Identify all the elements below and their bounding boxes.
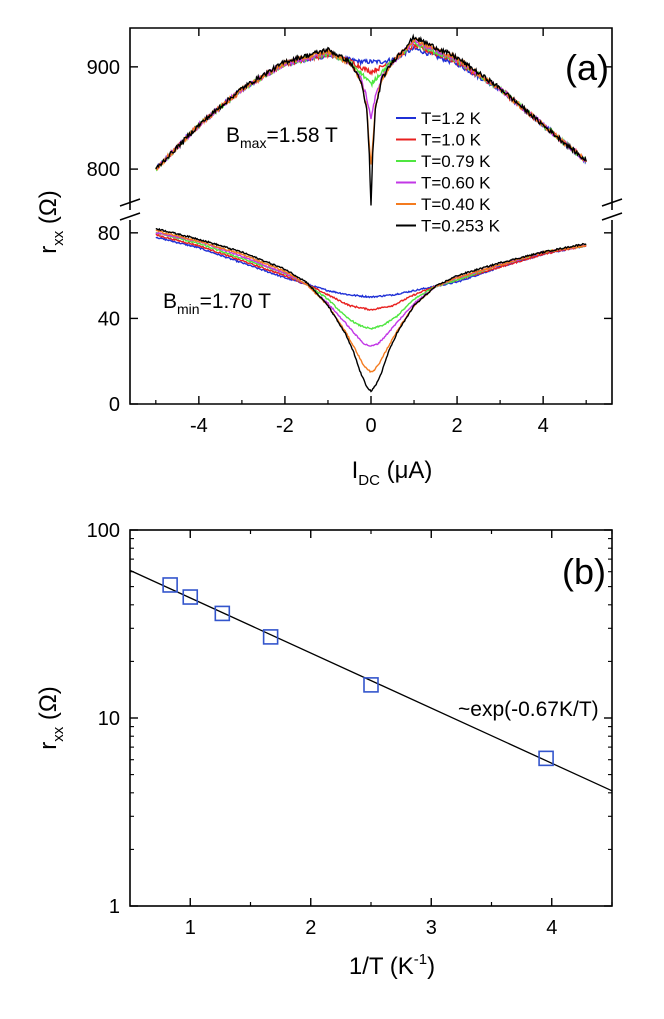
series-lower-0 — [155, 236, 587, 299]
y-tick-label: 100 — [87, 520, 120, 542]
panel-b-y-axis-label: rxx (Ω) — [35, 686, 67, 750]
series-upper-4 — [155, 37, 587, 171]
x-tick-label: 1 — [185, 917, 196, 939]
legend-entry: T=0.60 K — [421, 174, 491, 193]
data-point — [182, 589, 199, 605]
legend-entry: T=0.79 K — [421, 152, 491, 171]
fit-line — [129, 569, 613, 792]
x-tick-label: 2 — [305, 917, 316, 939]
x-tick-label: -2 — [276, 415, 294, 437]
series-lower-5 — [155, 227, 587, 393]
y-tick-label: 10 — [98, 708, 120, 730]
fit-annotation: ~exp(-0.67K/T) — [458, 698, 599, 721]
svg-text:rxx (Ω): rxx (Ω) — [35, 190, 67, 254]
panel-a-curves — [155, 33, 587, 393]
panel-a-x-axis-label: IDC (μA) — [352, 457, 433, 489]
panel-a-legend: T=1.2 K T=1.0 K T=0.79 K T=0.60 K T=0.40 K T=… — [396, 109, 501, 236]
y-tick-label: 900 — [87, 57, 120, 79]
legend-entry: T=0.253 K — [421, 217, 501, 236]
axis-break-left — [119, 198, 141, 221]
panel-b-plot — [129, 569, 613, 792]
bmin-annotation: Bmin=1.70 T — [163, 290, 271, 317]
x-tick-label: 3 — [426, 917, 437, 939]
data-point — [538, 750, 554, 767]
y-tick-label: 40 — [98, 308, 120, 330]
panel-b-label: (b) — [562, 551, 606, 592]
legend-entry: T=1.2 K — [421, 109, 482, 128]
legend-entry: T=0.40 K — [421, 195, 491, 214]
x-tick-label: 4 — [546, 917, 557, 939]
series-upper-5 — [155, 33, 587, 206]
bmax-annotation: Bmax=1.58 T — [226, 124, 338, 151]
data-point — [262, 629, 279, 645]
data-point — [162, 577, 178, 593]
panel-a-y-axis-label: rxx (Ω) — [35, 190, 67, 254]
legend-entry: T=1.0 K — [421, 131, 482, 150]
axis-break-right — [601, 198, 623, 221]
x-tick-label: -4 — [190, 415, 208, 437]
y-tick-label: 80 — [98, 223, 120, 245]
panel-a-label: (a) — [565, 47, 609, 88]
data-point — [363, 677, 379, 693]
series-lower-4 — [155, 229, 587, 374]
panel-b: 1 2 3 4 1 10 100 (b) rxx (Ω) 1/T (K-1) ~exp(-0… — [35, 520, 613, 980]
y-tick-label: 1 — [109, 896, 120, 918]
y-tick-label: 0 — [109, 394, 120, 416]
x-tick-label: 4 — [538, 415, 549, 437]
panel-b-x-axis-label: 1/T (K-1) — [349, 951, 435, 980]
x-tick-label: 2 — [452, 415, 463, 437]
panel-b-ticks: 1 2 3 4 1 10 100 — [87, 520, 613, 939]
x-tick-label: 0 — [365, 415, 376, 437]
series-lower-1 — [155, 233, 587, 312]
data-point — [214, 605, 231, 622]
y-tick-label: 800 — [87, 159, 120, 181]
panel-a-ticks: -4 -2 0 2 4 800 900 0 40 80 — [87, 28, 612, 437]
svg-text:rxx (Ω): rxx (Ω) — [35, 686, 67, 750]
